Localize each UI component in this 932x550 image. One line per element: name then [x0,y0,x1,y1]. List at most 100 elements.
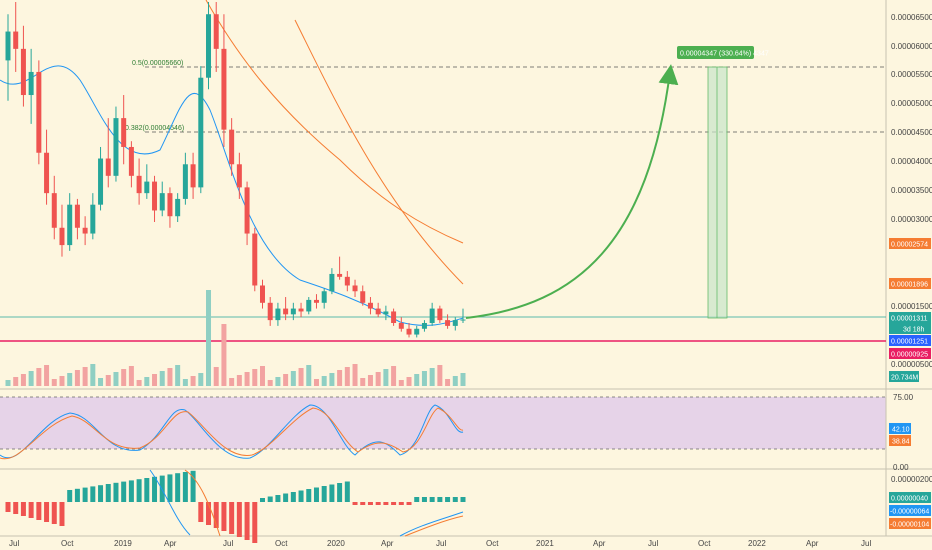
candle-body[interactable] [13,31,19,49]
volume-bar [252,369,258,386]
candle-body[interactable] [98,158,104,205]
price-tick: 0.00003500 [891,186,932,195]
candle-body[interactable] [136,175,142,194]
candle-body[interactable] [437,308,443,321]
candle-body[interactable] [414,328,420,335]
candle-body[interactable] [128,146,134,176]
candle-body[interactable] [406,328,412,335]
badge-label: 0.00000040 [891,496,928,503]
candle-body[interactable] [198,77,204,188]
candle-body[interactable] [259,285,265,303]
candle-body[interactable] [167,193,173,217]
candle-body[interactable] [36,71,42,153]
macd-line-right [399,511,464,537]
candle-body[interactable] [313,299,319,303]
macd-axis[interactable]: 0.00000200 0.00000040 -0.00000064 -0.000… [889,475,932,529]
candle-body[interactable] [360,291,366,303]
candle-body[interactable] [321,291,327,303]
time-tick: Jul [9,539,19,548]
candle-body[interactable] [283,308,289,315]
time-tick: Oct [698,539,711,548]
candle-body[interactable] [74,204,80,228]
badge-bg [889,505,931,516]
badge-bg [889,371,919,382]
candle-body[interactable] [298,308,304,312]
candle-body[interactable] [105,158,111,176]
candle-body[interactable] [429,308,435,323]
candle-body[interactable] [82,227,88,234]
macd-bar [244,502,250,540]
candle-body[interactable] [229,129,235,165]
candle-body[interactable] [252,233,258,286]
candle-body[interactable] [5,31,11,61]
candle-body[interactable] [352,285,358,292]
volume-bar [229,378,235,386]
candle-body[interactable] [221,48,227,130]
projection-arrow[interactable] [465,64,679,319]
candle-body[interactable] [306,299,312,312]
volume-bar [152,374,158,386]
candle-body[interactable] [267,302,273,321]
candle-body[interactable] [213,14,219,49]
candle-body[interactable] [113,118,119,176]
candle-body[interactable] [51,193,57,228]
badge-label: 0.00002574 [891,242,928,249]
volume-bar [44,365,50,386]
candle-body[interactable] [383,311,389,315]
candle-body[interactable] [329,273,335,292]
time-axis[interactable]: Jul Oct 2019 Apr Jul Oct 2020 Apr Jul Oc… [9,539,871,548]
candle-body[interactable] [344,276,350,286]
volume-bar [244,372,250,386]
macd-line [149,469,191,536]
candle-body[interactable] [67,204,73,246]
badge-bg [889,518,931,529]
candle-body[interactable] [452,320,458,326]
candle-body[interactable] [44,152,50,194]
candle-body[interactable] [28,71,34,96]
candle-body[interactable] [182,164,188,199]
volume-bar [113,372,119,386]
volume-bar [352,364,358,386]
volume-bar [306,365,312,386]
candle-body[interactable] [445,320,451,326]
candle-body[interactable] [59,227,65,246]
macd-bar [182,472,188,502]
badge-label: 0.00001896 [891,282,928,289]
volume-bar [429,368,435,386]
volume-bar [59,376,65,386]
time-tick: 2020 [327,539,345,548]
candle-body[interactable] [190,164,196,188]
candle-body[interactable] [206,14,212,78]
candle-body[interactable] [290,308,296,315]
candle-body[interactable] [121,118,127,147]
candle-body[interactable] [152,181,158,211]
price-tick: 0.00000500 [891,360,932,369]
candle-body[interactable] [236,164,242,188]
target-range-box[interactable] [707,66,728,319]
macd-bar [121,481,127,502]
macd-bar [344,481,350,502]
price-tick: 0.00003000 [891,215,932,224]
candle-body[interactable] [90,204,96,234]
volume-bar [421,371,427,386]
volume-bar [321,376,327,386]
candle-body[interactable] [244,187,250,234]
candle-body[interactable] [391,311,397,323]
candle-body[interactable] [275,308,281,321]
stoch-axis[interactable]: 75.00 42.10 38.84 0.00 [889,393,914,472]
candle-body[interactable] [175,198,181,217]
macd-bar [190,470,196,502]
candle-body[interactable] [460,319,466,321]
candle-body[interactable] [144,181,150,194]
candle-body[interactable] [159,193,165,211]
candle-body[interactable] [375,308,381,315]
price-axis[interactable]: 0.00006500 0.00006000 0.00005500 0.00005… [891,13,932,369]
candle-body[interactable] [421,323,427,329]
candle-body[interactable] [20,48,26,96]
badge-label: 20.734M [891,375,918,382]
candle-body[interactable] [367,302,373,309]
candle-body[interactable] [398,323,404,329]
candle-body[interactable] [337,273,343,277]
badge-label: 42.10 [892,427,910,434]
badge-label: 3d 18h [903,327,925,334]
